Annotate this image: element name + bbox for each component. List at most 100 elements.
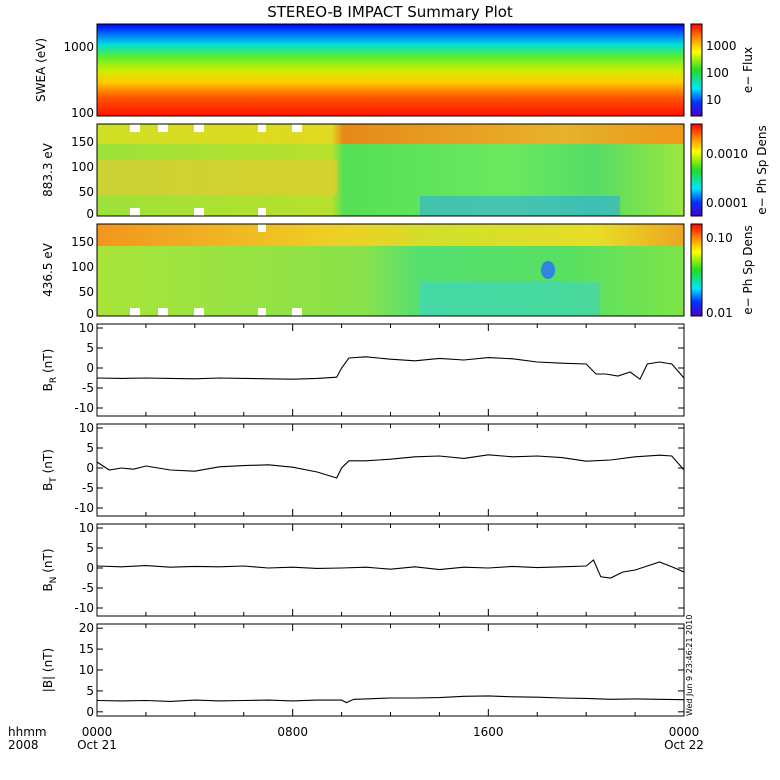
bn-ylabel: BN (nT): [41, 548, 59, 591]
swea-spectrogram: [97, 24, 684, 116]
pad-883-gap-7: [194, 208, 204, 216]
bt-ytick-label: 5: [86, 441, 94, 455]
br-ytick-label: 0: [86, 361, 94, 375]
swea-cbar-tick-1000: 1000: [706, 39, 737, 53]
pad-436-gap-2: [158, 308, 168, 316]
pad-436-panel: 436.5 eV 150 100 50 0 0.10 0.01 e− Ph Sp…: [41, 223, 755, 321]
swea-colorbar: [690, 23, 703, 117]
bt-ytick-label: 10: [79, 421, 94, 435]
pad-436-frame: [96, 223, 685, 317]
time-tick-1: 0800: [277, 725, 308, 739]
swea-ylabel: SWEA (eV): [34, 38, 48, 102]
swea-ytick-100: 100: [71, 106, 94, 120]
btotal-ytick-label: 5: [86, 684, 94, 698]
btotal-series-line: [96, 695, 685, 704]
swea-spectrogram-panel: SWEA (eV) 1000 100 1000 100 10 e− Flux: [34, 23, 755, 120]
pad-436-top-band: [97, 224, 684, 246]
time-tick-2: 1600: [473, 725, 504, 739]
pad-883-colorbar: [690, 123, 703, 217]
br-frame: [96, 323, 685, 417]
pad-436-colorbar: [690, 223, 703, 317]
btotal-panel: 0 5 10 15 20 |B| (nT): [41, 621, 685, 719]
pad-436-ytick-0: 0: [86, 307, 94, 321]
pad-883-mid-band: [97, 160, 337, 195]
btotal-ytick-label: 10: [79, 663, 94, 677]
bn-series-line: [96, 559, 685, 579]
pad-883-panel: 883.3 eV 150 100 50 0 0.0010 0.0001 e− P…: [41, 123, 769, 221]
bt-ytick-label: 0: [86, 461, 94, 475]
pad-436-gap-3: [194, 308, 204, 316]
pad-883-ytick-50: 50: [79, 185, 94, 199]
br-series-line: [96, 356, 685, 381]
date-label-start: Oct 21: [77, 738, 117, 752]
swea-spectrogram-frame: [96, 23, 685, 117]
bn-ytick-label: 10: [79, 521, 94, 535]
pad-436-gap-6: [258, 224, 266, 232]
pad-883-low-band: [420, 196, 620, 216]
pad-883-frame: [96, 123, 685, 217]
pad-883-ytick-150: 150: [71, 135, 94, 149]
br-ytick-label: 5: [86, 341, 94, 355]
pad-883-gap-2: [158, 124, 168, 132]
pad-883-gap-6: [130, 208, 140, 216]
time-tick-3: 0000: [669, 725, 700, 739]
pad-436-blob: [541, 261, 555, 279]
pad-436-cbar-tick-high: 0.10: [706, 231, 733, 245]
pad-436-cbar-label: e− Ph Sp Dens: [741, 225, 755, 314]
pad-436-cbar-tick-low: 0.01: [706, 306, 733, 320]
pad-436-ytick-150: 150: [71, 235, 94, 249]
plot-title: STEREO-B IMPACT Summary Plot: [267, 3, 513, 21]
line-panels: -10 -5 0 5 10 BR (nT) -10 -5 0 5 10 BT (nT) -10 -5 0 5 1…: [41, 321, 685, 719]
swea-cbar-tick-100: 100: [706, 66, 729, 80]
generation-stamp: Wed Jun 9 23:46:21 2010: [685, 615, 694, 717]
date-label-end: Oct 22: [664, 738, 704, 752]
bt-ytick-label: -10: [74, 501, 94, 515]
br-panel: -10 -5 0 5 10 BR (nT): [41, 321, 685, 417]
pad-436-gap-5: [292, 308, 302, 316]
time-tick-0: 0000: [82, 725, 113, 739]
bn-ytick-label: -10: [74, 601, 94, 615]
pad-883-gap-3: [194, 124, 204, 132]
swea-ytick-1000: 1000: [63, 40, 94, 54]
pad-883-top-band: [97, 124, 684, 144]
pad-883-cbar-tick-high: 0.0010: [706, 147, 748, 161]
bt-ylabel: BT (nT): [41, 449, 59, 491]
axis-row2-label: 2008: [8, 738, 39, 752]
br-ytick-label: -10: [74, 401, 94, 415]
br-ylabel: BR (nT): [41, 349, 59, 392]
bt-panel: -10 -5 0 5 10 BT (nT): [41, 421, 685, 517]
btotal-frame: [96, 623, 685, 717]
btotal-ytick-label: 15: [79, 642, 94, 656]
pad-883-gap-8: [258, 208, 266, 216]
bt-ytick-label: -5: [82, 481, 94, 495]
bn-ytick-label: 0: [86, 561, 94, 575]
pad-436-low-band: [420, 282, 600, 316]
pad-436-ylabel: 436.5 eV: [41, 242, 55, 297]
pad-436-ytick-100: 100: [71, 260, 94, 274]
pad-883-ylabel: 883.3 eV: [41, 142, 55, 197]
pad-883-cbar-label: e− Ph Sp Dens: [755, 125, 769, 214]
pad-883-cbar-tick-low: 0.0001: [706, 196, 748, 210]
pad-883-gap-5: [292, 124, 302, 132]
bn-ytick-label: -5: [82, 581, 94, 595]
pad-436-gap-1: [130, 308, 140, 316]
pad-883-gap-4: [258, 124, 266, 132]
btotal-ytick-label: 0: [86, 705, 94, 719]
br-ytick-label: -5: [82, 381, 94, 395]
swea-cbar-label: e− Flux: [741, 47, 755, 93]
swea-cbar-tick-10: 10: [706, 93, 721, 107]
axis-row1-label: hhmm: [8, 725, 47, 739]
bn-panel: -10 -5 0 5 10 BN (nT): [41, 521, 685, 617]
pad-883-ytick-0: 0: [86, 207, 94, 221]
bn-frame: [96, 523, 685, 617]
time-axis: hhmm 2008 0000 0800 1600 0000 Oct 21 Oct…: [8, 615, 704, 753]
pad-436-ytick-50: 50: [79, 285, 94, 299]
bn-ytick-label: 5: [86, 541, 94, 555]
br-ytick-label: 10: [79, 321, 94, 335]
pad-436-gap-4: [258, 308, 266, 316]
bt-series-line: [96, 454, 685, 479]
pad-883-gap-1: [130, 124, 140, 132]
bt-frame: [96, 423, 685, 517]
btotal-ylabel: |B| (nT): [41, 648, 55, 692]
